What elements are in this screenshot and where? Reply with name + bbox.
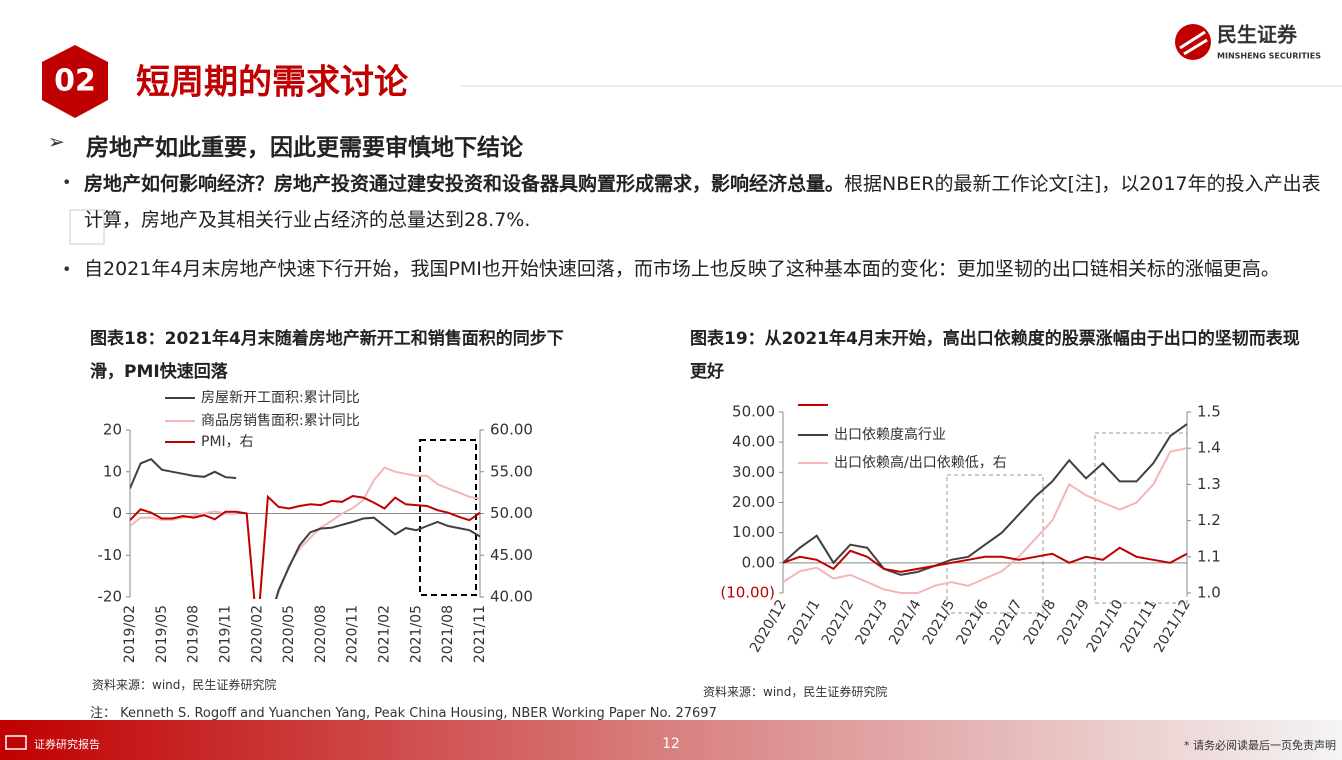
x-tick-label: 2019/05 (154, 605, 170, 663)
y-tick-label: 50.00 (732, 403, 775, 421)
y-tick-label: 20.00 (732, 493, 775, 511)
y2-tick-label: 1.0 (1197, 584, 1221, 602)
y2-tick-label: 1.2 (1197, 511, 1221, 529)
bullet: 自2021年4月末房地产快速下行开始，我国PMI也开始快速回落，而市场上也反映了… (84, 258, 1280, 280)
bullet-bold: 房地产如何影响经济？房地产投资通过建安投资和设备器具购置形成需求，影响经济总量。 (84, 173, 845, 195)
series-line (130, 458, 481, 599)
x-tick-label: 2020/12 (747, 597, 790, 655)
bullet-dot: • (62, 260, 71, 279)
y2-tick-label: 60.00 (490, 421, 533, 439)
series-line (783, 546, 1188, 573)
y2-tick-label: 1.1 (1197, 547, 1221, 565)
book-icon (5, 735, 27, 750)
y2-tick-label: 1.4 (1197, 439, 1221, 457)
x-tick-label: 2019/11 (217, 605, 233, 663)
legend-label: PMI，右 (201, 434, 254, 450)
x-tick-label: 2020/08 (313, 605, 329, 663)
x-tick-label: 2019/08 (186, 605, 202, 663)
footer-right: * 请务必阅读最后一页免责声明 (1184, 738, 1336, 752)
x-tick-label: 2021/05 (408, 605, 424, 663)
y-tick-label: 10.00 (732, 523, 775, 541)
y-tick-label: -20 (98, 588, 123, 606)
series-line (130, 466, 481, 599)
bullet: 房地产如何影响经济？房地产投资通过建安投资和设备器具购置形成需求，影响经济总量。… (84, 166, 1334, 238)
y2-tick-label: 50.00 (490, 504, 533, 522)
bullet-text: 根据NBER的最新工作论文[注]，以2017年的投入产出表计算，房地产及其相关行… (84, 173, 1321, 231)
badge (42, 45, 108, 118)
x-tick-label: 2021/02 (377, 605, 393, 663)
y-tick-label: 40.00 (732, 433, 775, 451)
section-number: 02 (54, 64, 96, 99)
chart-title: 图表18：2021年4月末随着房地产新开工和销售面积的同步下滑，PMI快速回落 (90, 329, 564, 382)
y-tick-label: -10 (98, 546, 123, 564)
bullet-dot: • (62, 173, 71, 192)
x-tick-label: 2019/02 (122, 605, 138, 663)
x-tick-label: 2021/11 (472, 605, 488, 663)
x-tick-label: 2020/05 (281, 605, 297, 663)
placeholder-box (69, 209, 105, 245)
y2-tick-label: 1.5 (1197, 403, 1221, 421)
y-tick-label: 0.00 (742, 553, 775, 571)
footer-bar (0, 720, 1342, 760)
x-tick-label: 2021/08 (440, 605, 456, 663)
highlight-box (419, 439, 477, 596)
legend-label: 房屋新开工面积:累计同比 (201, 390, 360, 406)
chart-source: 资料来源：wind，民生证券研究院 (92, 678, 277, 692)
logo-text: 民生证券 (1217, 23, 1298, 47)
y-tick-label: (10.00) (720, 584, 775, 602)
legend-label: 出口依赖高/出口依赖低，右 (834, 454, 1007, 471)
slide-title: 短周期的需求讨论 (136, 63, 409, 103)
logo-stripes (1179, 30, 1208, 56)
y2-tick-label: 45.00 (490, 546, 533, 564)
y2-tick-label: 55.00 (490, 462, 533, 480)
y-tick-label: 30.00 (732, 463, 775, 481)
y2-tick-label: 1.3 (1197, 475, 1221, 493)
highlight-box (946, 474, 1044, 614)
series-line (130, 494, 481, 599)
subheading: 房地产如此重要，因此更需要审慎地下结论 (86, 135, 523, 161)
footer-left: 证券研究报告 (34, 737, 100, 751)
chart-title: 图表19：从2021年4月末开始，高出口依赖度的股票涨幅由于出口的坚韧而表现更好 (690, 329, 1300, 382)
highlight-box (1094, 432, 1188, 604)
arrow-bullet: ➢ (48, 130, 65, 154)
y-tick-label: 20 (103, 421, 122, 439)
x-tick-label: 2020/02 (249, 605, 265, 663)
y-tick-label: 10 (103, 462, 122, 480)
footnote: 注： Kenneth S. Rogoff and Yuanchen Yang, … (90, 706, 717, 721)
logo-subtext: MINSHENG SECURITIES (1217, 52, 1321, 61)
series-line (783, 447, 1188, 594)
legend-label: 商品房销售面积:累计同比 (201, 413, 360, 429)
legend-label: 出口依赖度高行业 (834, 426, 946, 443)
y-tick-label: 0 (112, 504, 122, 522)
series-line (783, 423, 1188, 576)
page-number: 12 (662, 736, 680, 752)
chart-source: 资料来源：wind，民生证券研究院 (703, 685, 888, 699)
y2-tick-label: 40.00 (490, 588, 533, 606)
x-tick-label: 2020/11 (345, 605, 361, 663)
